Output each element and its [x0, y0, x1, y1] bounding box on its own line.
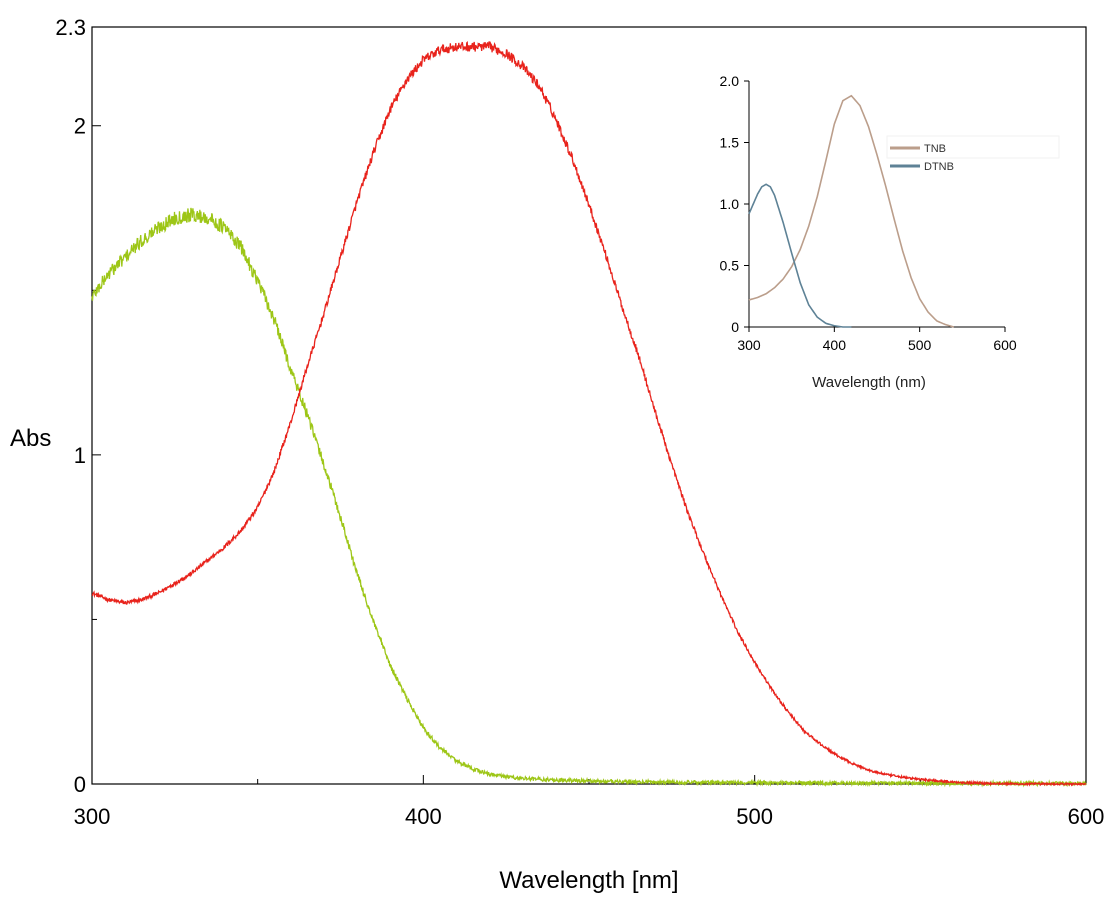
inset-series-tnb-line [748, 94, 955, 328]
main-y-tick-label: 2 [74, 114, 86, 139]
inset-series-dtnb-line [748, 183, 852, 328]
main-x-tick-label: 300 [74, 804, 111, 829]
inset-legend-box [886, 135, 1060, 159]
main-chart: 300 400 500 600 0 1 2 2.3 Abs Wavelength [nm] [10, 15, 1104, 894]
main-series-red-line [91, 41, 1087, 787]
main-x-tick-label: 600 [1068, 804, 1105, 829]
inset-x-tick-label: 300 [737, 337, 761, 353]
main-series-green-line [91, 207, 1087, 788]
inset-y-tick-label: 2.0 [720, 73, 740, 89]
inset-series-group [748, 94, 955, 328]
legend-label-tnb: TNB [924, 143, 946, 155]
main-series-group [91, 41, 1087, 788]
main-y-tick-label: 0 [74, 772, 86, 797]
inset-y-tick-label: 1.5 [720, 135, 740, 151]
inset-x-tick-label: 500 [908, 337, 932, 353]
inset-y-tick-label: 1.0 [720, 196, 740, 212]
main-x-tick-label: 400 [405, 804, 442, 829]
inset-y-tick-label: 0 [731, 319, 739, 335]
inset-x-tick-label: 400 [823, 337, 847, 353]
inset-x-tick-label: 600 [993, 337, 1017, 353]
main-y-tick-label: 1 [74, 443, 86, 468]
main-y-axis-title: Abs [10, 425, 51, 452]
inset-legend: TNB DTNB [886, 135, 1060, 173]
legend-label-dtnb: DTNB [924, 161, 954, 173]
inset-y-tick-label: 0.5 [720, 258, 740, 274]
main-x-axis-title: Wavelength [nm] [499, 867, 678, 894]
inset-x-axis-title: Wavelength (nm) [812, 374, 926, 391]
inset-chart: 300 400 500 600 0 0.5 1.0 1.5 2.0 Wavelength (nm… [720, 73, 1060, 391]
main-x-tick-label: 500 [736, 804, 773, 829]
main-y-tick-label: 2.3 [55, 15, 86, 40]
